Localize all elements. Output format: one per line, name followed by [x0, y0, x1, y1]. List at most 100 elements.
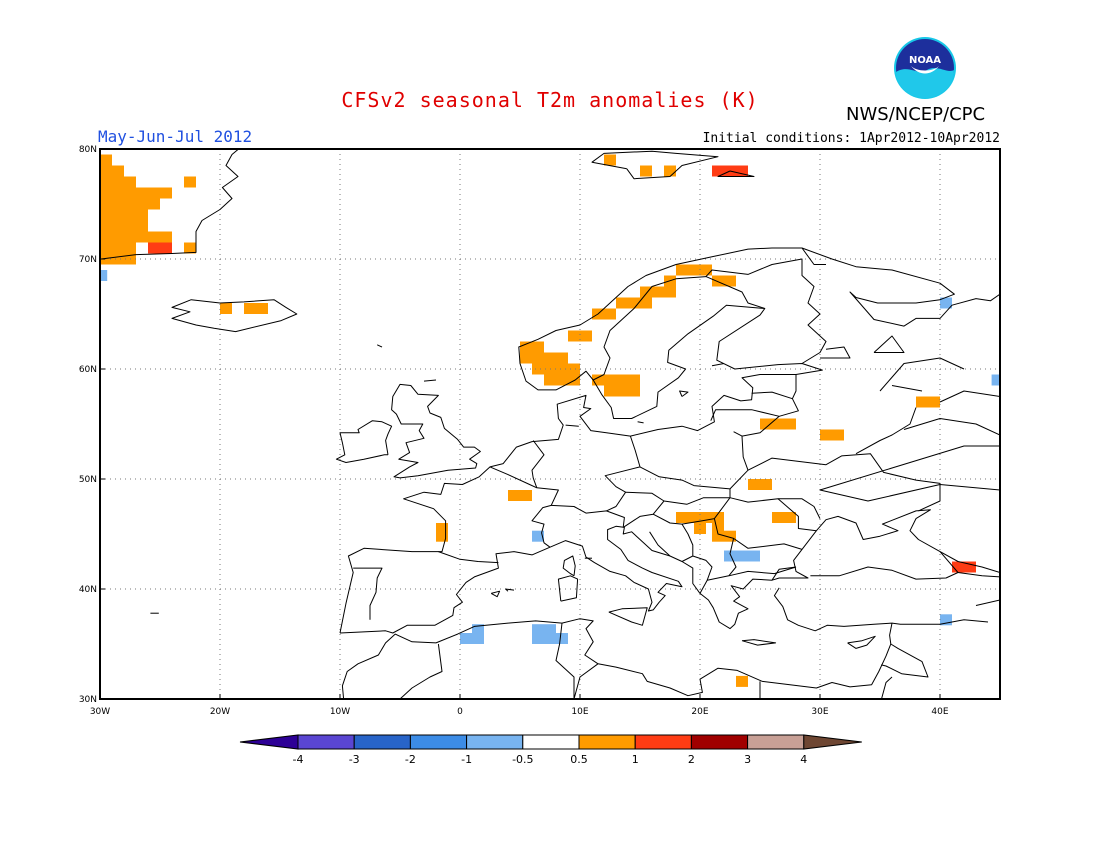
anomaly-cell	[472, 624, 484, 636]
anomaly-cell	[112, 176, 124, 188]
anomaly-cell	[784, 418, 796, 430]
anomaly-cell	[112, 220, 124, 232]
anomaly-cell	[136, 209, 148, 221]
anomaly-cell	[736, 550, 748, 562]
anomaly-cell	[688, 264, 700, 276]
anomaly-cell	[568, 363, 580, 375]
anomaly-cell	[112, 242, 124, 254]
map-frame	[99, 148, 1001, 700]
anomaly-cell	[124, 220, 136, 232]
anomaly-cell	[544, 374, 556, 386]
coastline	[339, 247, 1000, 634]
anomaly-cell	[676, 264, 688, 276]
anomaly-cell	[604, 154, 616, 166]
anomaly-cell	[460, 633, 472, 644]
anomaly-cell	[100, 187, 112, 199]
anomaly-cell	[544, 633, 556, 644]
coastline	[376, 344, 383, 348]
coastline	[975, 599, 1000, 606]
anomaly-cell	[100, 220, 112, 232]
coastline	[741, 639, 777, 646]
anomaly-cell	[520, 352, 532, 364]
country-border	[353, 567, 383, 620]
country-border	[663, 488, 731, 505]
coastline	[903, 418, 1000, 436]
anomaly-cell	[628, 374, 640, 386]
anomaly-cell	[112, 198, 124, 210]
lon-tick-label: 30W	[90, 707, 110, 717]
country-border	[573, 663, 599, 699]
anomaly-cell	[556, 363, 568, 375]
country-border	[438, 551, 499, 564]
legend-swatch	[466, 734, 524, 750]
anomaly-cell	[568, 330, 580, 342]
coastline	[264, 716, 276, 722]
anomaly-cell	[100, 209, 112, 221]
anomaly-cell	[616, 297, 628, 309]
legend-label: -3	[349, 753, 360, 766]
country-border	[957, 572, 1000, 578]
anomaly-cell	[532, 341, 544, 353]
anomaly-cell	[760, 418, 772, 430]
anomaly-cell	[148, 187, 160, 199]
lon-tick-label: 20W	[210, 707, 230, 717]
country-border	[622, 491, 665, 528]
anomaly-cell	[688, 512, 700, 523]
legend-label: -1	[461, 753, 472, 766]
anomaly-cell	[832, 429, 844, 441]
anomaly-cell	[124, 198, 136, 210]
anomaly-cell	[436, 530, 448, 542]
anomaly-cell	[136, 198, 148, 210]
anomaly-cell	[604, 385, 616, 397]
country-border	[728, 566, 797, 577]
anomaly-cell	[148, 198, 160, 210]
anomaly-cell	[124, 176, 136, 188]
anomaly-cell	[592, 374, 604, 386]
legend-label: 3	[744, 753, 751, 766]
anomaly-cell	[160, 242, 172, 254]
country-border	[551, 504, 625, 528]
country-border	[592, 276, 707, 381]
legend-swatch	[747, 734, 805, 750]
axis-ticks: 30W 20W 10W 0 10E 20E 30E 40E 30N 40N 50N 60N 70N 80N	[79, 145, 949, 717]
country-border	[880, 676, 893, 699]
initial-conditions-label: Initial conditions: 1Apr2012-10Apr2012	[702, 131, 1000, 146]
anomaly-cell	[112, 231, 124, 243]
noaa-logo-icon: NOAA	[894, 37, 956, 99]
anomaly-cell	[112, 187, 124, 199]
anomaly-cell	[991, 374, 1000, 386]
anomaly-cell	[556, 633, 568, 644]
anomaly-cell	[100, 198, 112, 210]
anomaly-cell	[736, 675, 748, 687]
legend-arrow-low	[239, 734, 299, 750]
coastline	[101, 149, 239, 260]
anomaly-cell	[652, 286, 664, 298]
anomaly-cell	[148, 231, 160, 243]
anomaly-cell	[712, 165, 724, 177]
lat-tick-label: 40N	[79, 585, 97, 595]
coastlines	[101, 149, 1000, 722]
anomaly-cell	[436, 523, 448, 534]
lon-tick-label: 20E	[691, 707, 708, 717]
anomaly-cell	[100, 176, 112, 188]
anomaly-cell	[712, 523, 724, 534]
coastline	[717, 170, 755, 177]
coastline	[505, 588, 515, 592]
country-border	[771, 566, 797, 581]
anomaly-cell	[532, 633, 544, 644]
country-border	[681, 523, 694, 562]
logo-text: NOAA	[909, 55, 941, 66]
anomaly-cell	[664, 165, 676, 177]
coastline	[335, 420, 393, 463]
country-border	[489, 466, 559, 548]
legend-swatch	[690, 734, 749, 750]
anomaly-cell	[760, 479, 772, 490]
lon-tick-label: 10W	[330, 707, 350, 717]
anomaly-cell	[748, 550, 760, 562]
anomaly-cell	[628, 297, 640, 309]
legend-swatch	[634, 734, 692, 750]
map-title: CFSv2 seasonal T2m anomalies (K)	[341, 88, 759, 112]
anomaly-cell	[124, 209, 136, 221]
anomaly-cell	[124, 231, 136, 243]
